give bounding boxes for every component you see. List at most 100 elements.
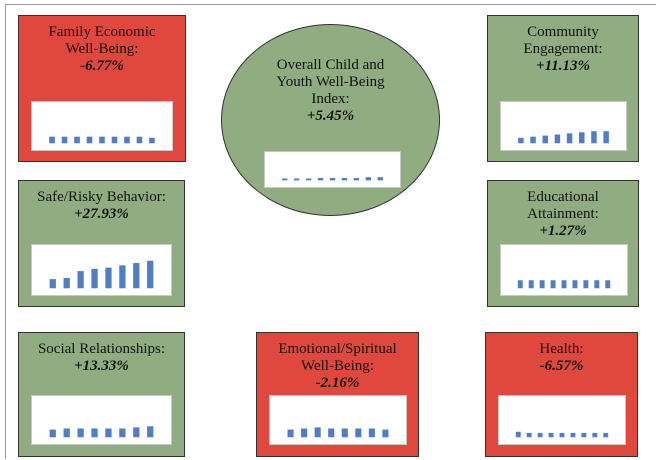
bar [592,432,598,438]
bar [99,136,105,144]
bar [124,136,130,144]
bar [591,131,597,144]
bar [111,136,118,144]
bar [294,178,300,181]
panel-title: Family Economic [48,24,156,40]
bar [515,431,521,438]
bar [328,428,335,438]
bar [526,432,532,438]
bar [105,428,112,438]
bar [605,280,611,289]
panel-safe-risky-behavior: Safe/Risky Behavior: +27.93% [18,180,185,307]
panel-community-engagement: Community Engagement: +11.13% [487,15,639,162]
bar [119,428,126,438]
panel-title: Youth Well-Being [276,74,385,90]
bar [317,177,324,181]
bar [341,428,348,438]
panel-title: Well-Being: [301,358,374,374]
bar [329,177,336,181]
panel-percentage: -2.16% [315,375,360,391]
bar [74,136,80,144]
bar [550,280,556,289]
bar [365,177,371,181]
bar [572,280,578,289]
bar [559,432,565,438]
panel-title: Well-Being: [65,41,139,57]
bar [581,432,587,438]
mini-bar-chart [269,395,407,445]
bar [49,279,56,289]
bar [314,427,321,438]
diagram-frame [5,4,656,459]
bar [287,429,294,438]
mini-bar-chart [31,244,172,296]
panel-family-economic-well-being: Family Economic Well-Being: -6.77% [18,15,186,162]
mini-bar-chart [500,244,628,296]
bar [566,133,573,144]
bar [49,136,55,144]
bar [570,432,576,438]
bar [305,178,312,181]
panel-percentage: +27.93% [74,206,129,222]
mini-bar-chart [31,101,173,151]
bar [530,136,536,144]
bar [77,271,84,289]
bar [77,428,84,438]
bar [603,432,609,438]
bar [355,428,362,438]
panel-overall-well-being-index: Overall Child and Youth Well-Being Index… [221,24,440,216]
bar [105,267,112,289]
bar [554,134,561,144]
mini-bar-chart [500,101,627,151]
bar [539,280,545,289]
panel-health: Health: -6.57% [485,332,638,457]
panel-percentage: -6.57% [539,358,584,374]
bar [537,432,543,438]
panel-percentage: +11.13% [536,58,590,74]
bar [149,137,155,144]
bar [517,280,523,289]
panel-percentage: +13.33% [74,358,129,374]
bar [377,177,383,181]
panel-title: Attainment: [527,206,599,222]
bar [147,260,154,289]
bar [382,429,389,438]
bar [301,428,308,438]
bar [353,177,360,181]
panel-title: Emotional/Spiritual [278,341,397,357]
panel-title: Index: [311,91,350,107]
bar [63,277,70,289]
bar [49,429,56,438]
bar [119,265,126,289]
mini-bar-chart [31,395,172,445]
bar [368,428,375,438]
bar [528,280,534,289]
bar [594,280,600,289]
bar [341,177,348,181]
panel-title: Educational [527,189,599,205]
bar [133,263,140,289]
panel-title: Health: [539,341,584,357]
bar [561,280,567,289]
mini-bar-chart [498,395,626,445]
bar [63,428,70,438]
mini-bar-chart [264,151,401,188]
bar [91,268,98,289]
panel-percentage: +5.45% [306,108,355,124]
panel-title: Engagement: [523,41,603,57]
bar [583,280,589,289]
bar [61,136,68,144]
panel-percentage: +1.27% [539,223,587,239]
panel-educational-attainment: Educational Attainment: +1.27% [487,180,639,307]
panel-emotional-spiritual-well-being: Emotional/Spiritual Well-Being: -2.16% [256,332,419,457]
panel-title: Overall Child and [276,57,385,73]
bar [282,178,288,181]
panel-title: Social Relationships: [37,341,166,357]
panel-social-relationships: Social Relationships: +13.33% [18,332,185,457]
bar [91,428,98,438]
bar [542,135,548,144]
bar [86,136,93,144]
panel-title: Community [527,24,599,40]
bar [548,432,554,438]
bar [147,426,154,438]
